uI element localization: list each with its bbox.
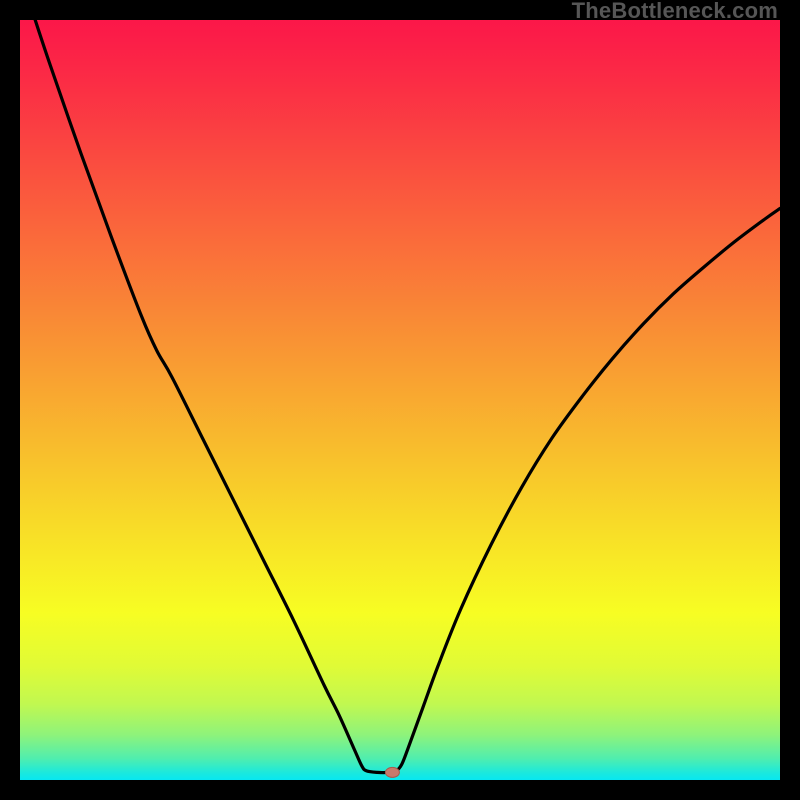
minimum-marker bbox=[385, 767, 399, 777]
bottleneck-curve bbox=[20, 20, 780, 780]
curve-path bbox=[35, 20, 780, 773]
plot-area bbox=[20, 20, 780, 780]
chart-frame: TheBottleneck.com bbox=[0, 0, 800, 800]
